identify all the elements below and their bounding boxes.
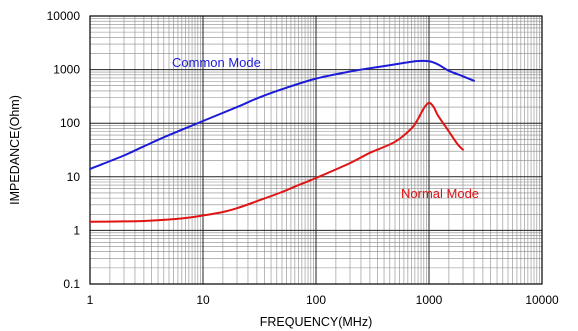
series-label-normal-mode: Normal Mode [401, 186, 479, 201]
series-label-common-mode: Common Mode [172, 55, 261, 70]
y-tick-label: 1 [73, 223, 80, 237]
y-tick-label: 100 [60, 116, 80, 130]
grid-minor-x [109, 16, 540, 284]
y-tick-label: 10000 [47, 9, 81, 23]
x-tick-label: 10000 [525, 293, 559, 307]
x-axis-title: FREQUENCY(MHz) [260, 315, 373, 329]
plot-frame [89, 15, 543, 285]
series-line-common-mode [89, 59, 475, 170]
x-tick-labels: 1 10 100 1000 10000 [87, 293, 559, 307]
y-tick-label: 10 [67, 170, 81, 184]
series-line-normal-mode [89, 101, 464, 223]
x-tick-label: 100 [306, 293, 326, 307]
x-tick-label: 10 [196, 293, 210, 307]
x-tick-label: 1 [87, 293, 94, 307]
y-axis-title: IMPEDANCE(Ohm) [8, 95, 22, 205]
series-layer [89, 59, 475, 223]
x-tick-label: 1000 [416, 293, 443, 307]
y-tick-label: 0.1 [63, 277, 80, 291]
y-tick-labels: 0.1 1 10 100 1000 10000 [47, 9, 81, 291]
y-tick-label: 1000 [53, 63, 80, 77]
